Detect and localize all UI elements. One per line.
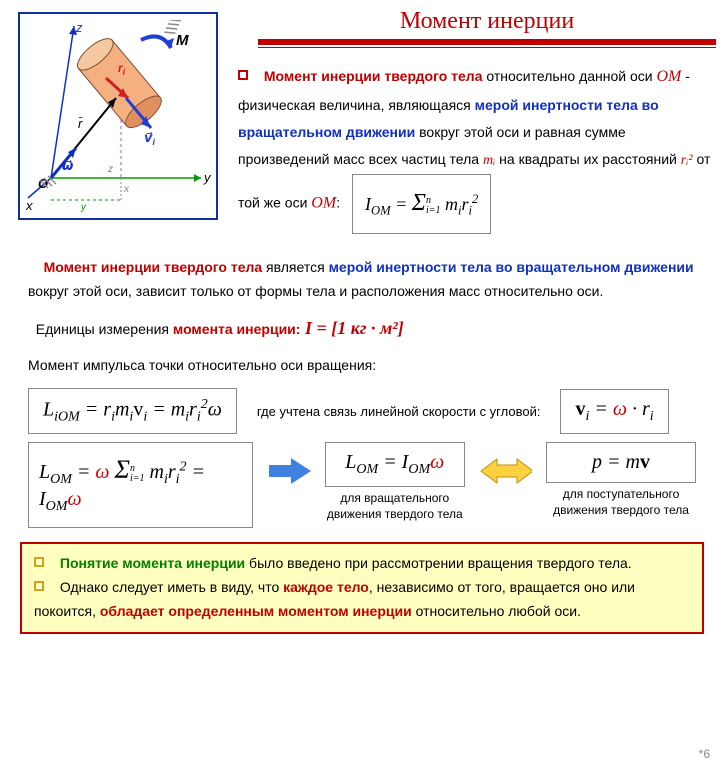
arrow-bidir-icon bbox=[479, 456, 532, 486]
page-title: Момент инерции bbox=[258, 8, 716, 35]
bullet-icon bbox=[238, 70, 248, 80]
units-line: Единицы измерения момента инерции: I = [… bbox=[28, 313, 696, 344]
page-number: *6 bbox=[699, 747, 710, 761]
formula-iom: IOM = Σni=1 miri2 bbox=[352, 174, 491, 234]
m-label: M bbox=[176, 32, 189, 49]
diagram: y x z O y x z M r̄ ri v⃗i bbox=[18, 12, 218, 220]
formula-lom-sum: LOM = ω Σni=1 miri2 = IOMω bbox=[28, 442, 253, 528]
svg-text:ω⃗: ω⃗ bbox=[62, 158, 73, 173]
notes-box: Понятие момента инерции было введено при… bbox=[20, 542, 704, 633]
formula-p: p = mv bbox=[546, 442, 696, 483]
svg-text:y: y bbox=[80, 202, 87, 213]
para-2: Момент инерции твердого тела является ме… bbox=[28, 256, 696, 304]
r-bar-label: r̄ bbox=[78, 116, 83, 131]
arrow-right-icon bbox=[267, 456, 311, 486]
bullet-icon bbox=[34, 557, 44, 567]
definition-block: Момент инерции твердого тела относительн… bbox=[238, 62, 716, 234]
caption-rot: для вращательного движения твердого тела bbox=[325, 491, 465, 522]
svg-text:z: z bbox=[107, 164, 113, 175]
caption-lin: для поступательного движения твердого те… bbox=[546, 487, 696, 518]
bullet-icon bbox=[34, 581, 44, 591]
formula-row-1: LiOM = rimivi = miri2ω где учтена связь … bbox=[28, 388, 696, 435]
def-t1: Момент инерции твердого тела bbox=[264, 68, 483, 84]
formula-vi: vi = ω · ri bbox=[560, 389, 668, 434]
angular-heading: Момент импульса точки относительно оси в… bbox=[28, 354, 696, 378]
rot-block: LOM = IOMω для вращательного движения тв… bbox=[325, 442, 465, 522]
svg-text:x: x bbox=[123, 184, 130, 195]
title-bar-thin bbox=[258, 47, 716, 48]
svg-text:v⃗i: v⃗i bbox=[144, 130, 155, 147]
formula-lom: LOM = IOMω bbox=[325, 442, 465, 487]
note-2: Однако следует иметь в виду, что каждое … bbox=[34, 576, 690, 624]
x-axis-label: x bbox=[26, 198, 33, 213]
lin-block: p = mv для поступательного движения твер… bbox=[546, 442, 696, 518]
z-axis-label: z bbox=[75, 20, 83, 35]
formula-row-main: LOM = ω Σni=1 miri2 = IOMω LOM = IOMω дл… bbox=[28, 442, 696, 528]
angular-note: где учтена связь линейной скорости с угл… bbox=[257, 404, 541, 419]
rotation-diagram-svg: y x z O y x z M r̄ ri v⃗i bbox=[26, 20, 212, 216]
title-bar bbox=[258, 39, 716, 45]
y-axis-label: y bbox=[203, 170, 212, 185]
note-1: Понятие момента инерции было введено при… bbox=[34, 552, 690, 576]
formula-liom: LiOM = rimivi = miri2ω bbox=[28, 388, 237, 435]
